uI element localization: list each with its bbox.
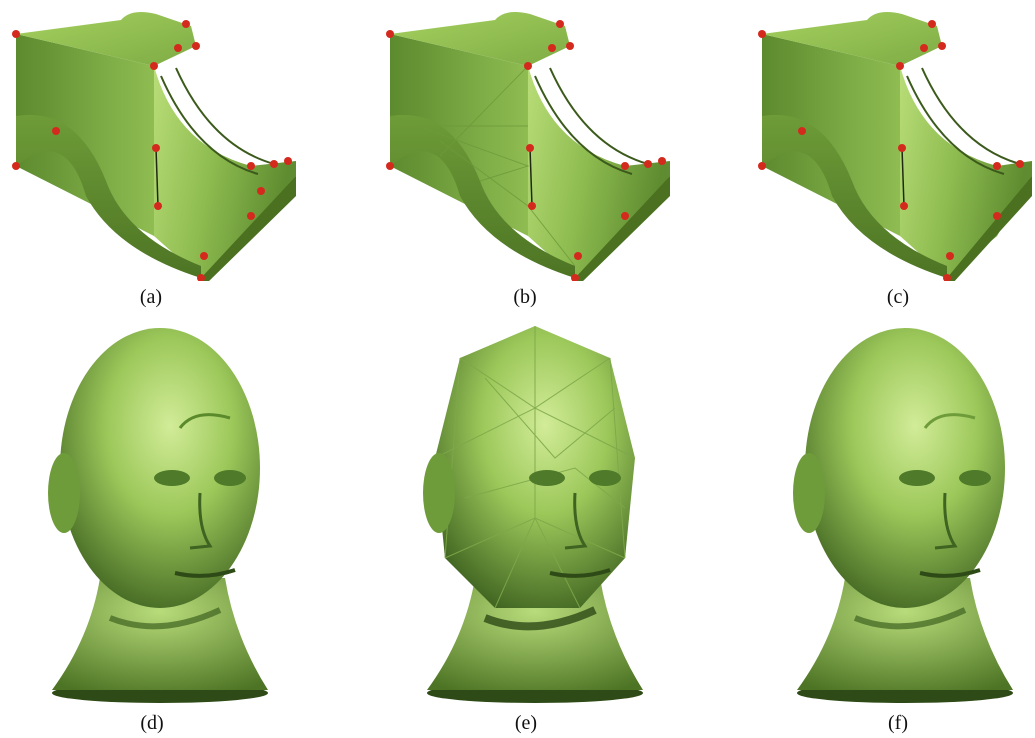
panel-d-label: (d) xyxy=(140,712,164,734)
panel-c xyxy=(752,6,1035,281)
vertex-markers xyxy=(12,20,292,281)
cad-part-illustration xyxy=(12,12,296,281)
panel-f xyxy=(775,318,1035,708)
panel-b xyxy=(380,6,680,281)
panel-b-label: (b) xyxy=(513,286,537,308)
panel-e-label: (e) xyxy=(514,712,538,734)
panel-e xyxy=(405,318,665,708)
head-illustration xyxy=(423,326,643,703)
cad-part-illustration xyxy=(386,12,670,281)
panel-a xyxy=(6,6,306,281)
panel-c-label: (c) xyxy=(886,286,910,308)
panel-f-label: (f) xyxy=(888,712,908,734)
head-illustration xyxy=(48,328,268,703)
vertex-markers xyxy=(758,20,1024,281)
cad-part-illustration xyxy=(758,12,1032,281)
panel-d xyxy=(30,318,290,708)
vertex-markers xyxy=(386,20,666,281)
panel-a-label: (a) xyxy=(139,286,163,308)
head-illustration xyxy=(793,328,1013,703)
